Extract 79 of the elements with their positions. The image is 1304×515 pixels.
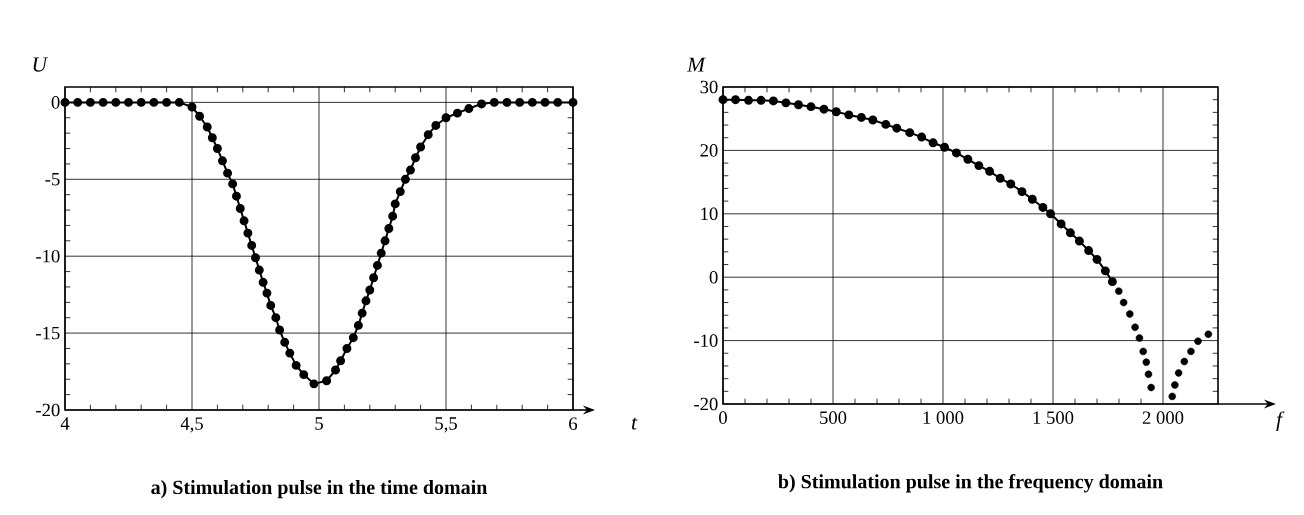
point	[781, 98, 791, 108]
point	[806, 102, 816, 112]
point	[1147, 383, 1155, 392]
y-tick-label: -10	[36, 249, 60, 263]
point	[1174, 369, 1183, 377]
y-tick-label: 0	[709, 270, 718, 284]
point	[985, 166, 995, 176]
point	[1084, 246, 1094, 256]
text: b) Stimulation pulse in the frequency domain	[778, 474, 1163, 493]
point	[881, 119, 891, 129]
x-tick-label: 500	[820, 411, 847, 424]
x-tick-label: 6	[569, 417, 578, 430]
point	[928, 138, 938, 148]
point	[1100, 266, 1110, 276]
point	[892, 123, 902, 133]
point	[856, 112, 866, 122]
point	[844, 110, 854, 120]
y-tick-label: -10	[694, 334, 718, 347]
point	[1065, 228, 1075, 238]
x-tick-label: 4,5	[180, 417, 203, 433]
point	[1171, 381, 1179, 389]
text: a) Stimulation pulse in the time domain	[151, 480, 488, 499]
x-tick-label: 2 000	[1142, 411, 1184, 424]
point	[1107, 277, 1117, 287]
y-tick-label: -20	[36, 403, 60, 417]
point	[744, 95, 753, 105]
point	[1126, 310, 1134, 318]
point	[1194, 337, 1202, 345]
point	[819, 104, 829, 114]
point	[974, 161, 984, 171]
x-axis-title: f	[1276, 411, 1285, 431]
x-tick-label: 5	[315, 417, 323, 430]
y-tick-label: 20	[700, 144, 718, 157]
point	[1038, 202, 1048, 212]
point	[1017, 187, 1027, 197]
point	[940, 142, 950, 152]
point	[731, 95, 741, 105]
y-tick-label: 10	[701, 207, 718, 221]
x-tick-label: 1 000	[923, 411, 964, 424]
y-tick-label: -20	[694, 397, 718, 411]
point	[1119, 298, 1128, 307]
x-tick-label: 0	[719, 411, 727, 424]
point	[963, 154, 973, 164]
y-axis-title: U	[33, 57, 49, 72]
y-tick-label: -5	[45, 173, 60, 186]
point	[1046, 209, 1056, 219]
point	[718, 95, 728, 105]
y-tick-label: 0	[51, 96, 60, 109]
point	[831, 107, 841, 117]
y-tick-label: -15	[36, 326, 60, 340]
point	[1187, 347, 1195, 356]
point	[905, 128, 915, 138]
x-tick-label: 4	[60, 417, 70, 430]
point	[1144, 370, 1153, 378]
point	[1131, 323, 1139, 332]
point	[1168, 392, 1176, 401]
point	[1006, 179, 1016, 189]
point	[868, 115, 878, 125]
point	[1092, 254, 1102, 264]
point	[1180, 357, 1189, 366]
point	[1204, 330, 1213, 338]
point	[917, 132, 927, 142]
point	[794, 100, 803, 110]
point	[951, 148, 961, 158]
point	[1056, 219, 1066, 229]
point	[756, 95, 766, 105]
point	[768, 96, 778, 106]
y-axis-title: M	[686, 57, 706, 72]
point	[1139, 347, 1147, 356]
y-tick-label: 30	[700, 80, 718, 94]
point	[1142, 358, 1151, 366]
point	[1074, 236, 1084, 246]
x-tick-label: 5,5	[435, 417, 457, 433]
point	[995, 173, 1005, 183]
point	[1115, 287, 1123, 295]
x-tick-label: 1 500	[1033, 411, 1074, 424]
point	[1135, 334, 1144, 342]
point	[1027, 194, 1037, 204]
x-axis-title: t	[631, 417, 638, 430]
